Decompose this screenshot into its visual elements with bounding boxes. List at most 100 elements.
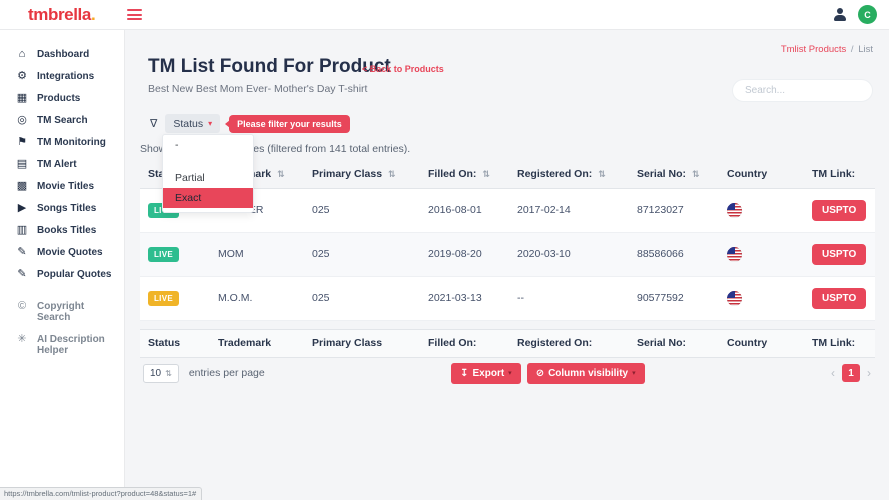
pagination-page-1[interactable]: 1	[842, 364, 860, 382]
sidebar-item-dashboard[interactable]: ⌂ Dashboard	[0, 43, 124, 65]
registered-on-cell: 2020-03-10	[509, 232, 629, 277]
books-titles-icon: ▥	[16, 224, 28, 236]
filled-on-cell: 2019-08-20	[420, 232, 509, 277]
avatar[interactable]: C	[858, 5, 877, 24]
footer-header-filled-on: Filled On:	[420, 328, 509, 358]
registered-on-cell: 2017-02-14	[509, 188, 629, 233]
primary-class-cell: 025	[304, 232, 420, 277]
primary-class-cell: 025	[304, 276, 420, 321]
header-tm-link: TM Link:	[804, 160, 875, 189]
search-input[interactable]	[732, 79, 873, 102]
header-country: Country	[719, 160, 804, 189]
sidebar-item-movie-quotes[interactable]: ✎ Movie Quotes	[17, 246, 103, 258]
dropdown-option-spacer	[163, 155, 253, 168]
movie-titles-icon: ▩	[16, 180, 28, 192]
products-icon: ▦	[16, 92, 28, 104]
sort-icon[interactable]: ⇅	[277, 168, 285, 179]
sort-icon[interactable]: ⇅	[388, 168, 396, 179]
sort-icon[interactable]: ⇅	[598, 168, 606, 179]
footer-header-status: Status	[140, 328, 210, 358]
sidebar-item-ai-description-helper[interactable]: ✳ AI Description Helper	[17, 333, 105, 356]
footer-header-tm-link: TM Link:	[804, 328, 875, 358]
brand-logo-text: tmbrella	[28, 4, 91, 24]
sidebar-item-popular-quotes[interactable]: ✎ Popular Quotes	[17, 268, 112, 280]
user-account-icon[interactable]	[833, 8, 846, 21]
breadcrumb: Tmlist Products / List	[781, 44, 873, 55]
footer-header-serial-no: Serial No:	[629, 328, 719, 358]
product-name-subtitle: Best New Best Mom Ever- Mother's Day T-s…	[148, 83, 368, 95]
header-serial-no[interactable]: Serial No: ⇅	[629, 160, 719, 189]
registered-on-cell: --	[509, 276, 629, 321]
trademark-cell: MOM	[210, 232, 304, 277]
table-row: LIVE M.O.M. 025 2021-03-13 -- 90577592 U…	[140, 276, 875, 321]
filter-funnel-icon[interactable]: ∇	[150, 118, 158, 130]
popular-quotes-icon: ✎	[17, 268, 27, 280]
column-visibility-button[interactable]: ⊘ Column visibility ▾	[526, 362, 645, 384]
tm-search-icon: ◎	[17, 114, 27, 126]
pagination-prev-icon[interactable]: ‹	[831, 366, 835, 380]
page-size-value: 10	[150, 367, 162, 379]
header-filled-on[interactable]: Filled On: ⇅	[420, 160, 509, 189]
primary-class-cell: 025	[304, 188, 420, 233]
hamburger-menu-icon[interactable]	[127, 9, 143, 20]
export-button[interactable]: ↧ Export ▾	[451, 362, 521, 384]
footer-header-registered-on: Registered On:	[509, 328, 629, 358]
filled-on-cell: 2016-08-01	[420, 188, 509, 233]
dashboard-icon: ⌂	[18, 48, 26, 60]
filter-tooltip: Please filter your results	[225, 114, 350, 133]
uspto-link-button[interactable]: USPTO	[812, 243, 867, 265]
chevron-down-icon: ▾	[632, 370, 636, 377]
uspto-link-button[interactable]: USPTO	[812, 287, 867, 309]
sidebar-item-tm-monitoring[interactable]: ⚑ TM Monitoring	[17, 136, 106, 148]
sidebar-item-tm-alert[interactable]: ▤ TM Alert	[16, 158, 77, 170]
dropdown-option-none[interactable]: -	[175, 139, 179, 151]
chevron-down-icon: ▾	[208, 119, 213, 128]
dropdown-option-exact[interactable]: Exact	[163, 188, 253, 208]
footer-header-primary-class: Primary Class	[304, 328, 420, 358]
sort-icon[interactable]: ⇅	[692, 168, 700, 179]
filled-on-cell: 2021-03-13	[420, 276, 509, 321]
sidebar-item-movie-titles[interactable]: ▩ Movie Titles	[16, 180, 95, 192]
status-badge: LIVE	[148, 246, 179, 262]
serial-no-cell: 87123027	[629, 188, 719, 233]
page-title: TM List Found For Product	[148, 56, 391, 77]
breadcrumb-current: List	[858, 44, 873, 55]
sort-icon[interactable]: ⇅	[482, 168, 490, 179]
main-content: Tmlist Products / List TM List Found For…	[125, 30, 889, 500]
sidebar-item-products[interactable]: ▦ Products	[16, 92, 81, 104]
trademark-cell: M.O.M.	[210, 276, 304, 321]
select-arrows-icon: ⇅	[165, 368, 172, 378]
sidebar-item-songs-titles[interactable]: ▶ Songs Titles	[17, 202, 97, 214]
topbar-right-group: C	[833, 5, 877, 24]
uspto-link-button[interactable]: USPTO	[812, 199, 867, 221]
brand-logo[interactable]: tmbrella.	[28, 4, 96, 25]
songs-titles-icon: ▶	[17, 202, 27, 214]
entries-per-page-label: entries per page	[188, 367, 265, 379]
filter-bar: ∇ Status ▾ Please filter your results	[150, 114, 350, 133]
sidebar-item-tm-search[interactable]: ◎ TM Search	[17, 114, 88, 126]
footer-header-country: Country	[719, 328, 804, 358]
tm-alert-icon: ▤	[16, 158, 28, 170]
breadcrumb-separator: /	[850, 44, 854, 55]
status-filter-button[interactable]: Status ▾	[165, 114, 221, 133]
table-row: LIVE MOM 025 2019-08-20 2020-03-10 88586…	[140, 232, 875, 277]
header-registered-on[interactable]: Registered On: ⇅	[509, 160, 629, 189]
serial-no-cell: 88586066	[629, 232, 719, 277]
copyright-search-icon: ©	[17, 300, 27, 312]
breadcrumb-link-tmlist-products[interactable]: Tmlist Products	[780, 44, 847, 55]
pagination-next-icon[interactable]: ›	[867, 366, 871, 380]
sidebar-item-copyright-search[interactable]: © Copyright Search	[17, 300, 85, 323]
sidebar: ⌂ Dashboard ⚙ Integrations ▦ Products ◎ TM S…	[0, 30, 125, 500]
pagination: ‹ 1 ›	[831, 364, 871, 382]
sidebar-item-books-titles[interactable]: ▥ Books Titles	[16, 224, 97, 236]
sidebar-item-integrations[interactable]: ⚙ Integrations	[17, 70, 95, 82]
serial-no-cell: 90577592	[629, 276, 719, 321]
header-primary-class[interactable]: Primary Class ⇅	[304, 160, 420, 189]
page-size-select[interactable]: 10 ⇅	[143, 363, 179, 383]
status-filter-label: Status	[173, 117, 204, 130]
top-navbar: tmbrella. C	[0, 0, 889, 30]
integrations-icon: ⚙	[17, 70, 27, 82]
back-to-products-link[interactable]: < Back to Products	[362, 64, 444, 74]
us-flag-icon	[727, 202, 742, 218]
dropdown-option-partial[interactable]: Partial	[175, 172, 205, 184]
